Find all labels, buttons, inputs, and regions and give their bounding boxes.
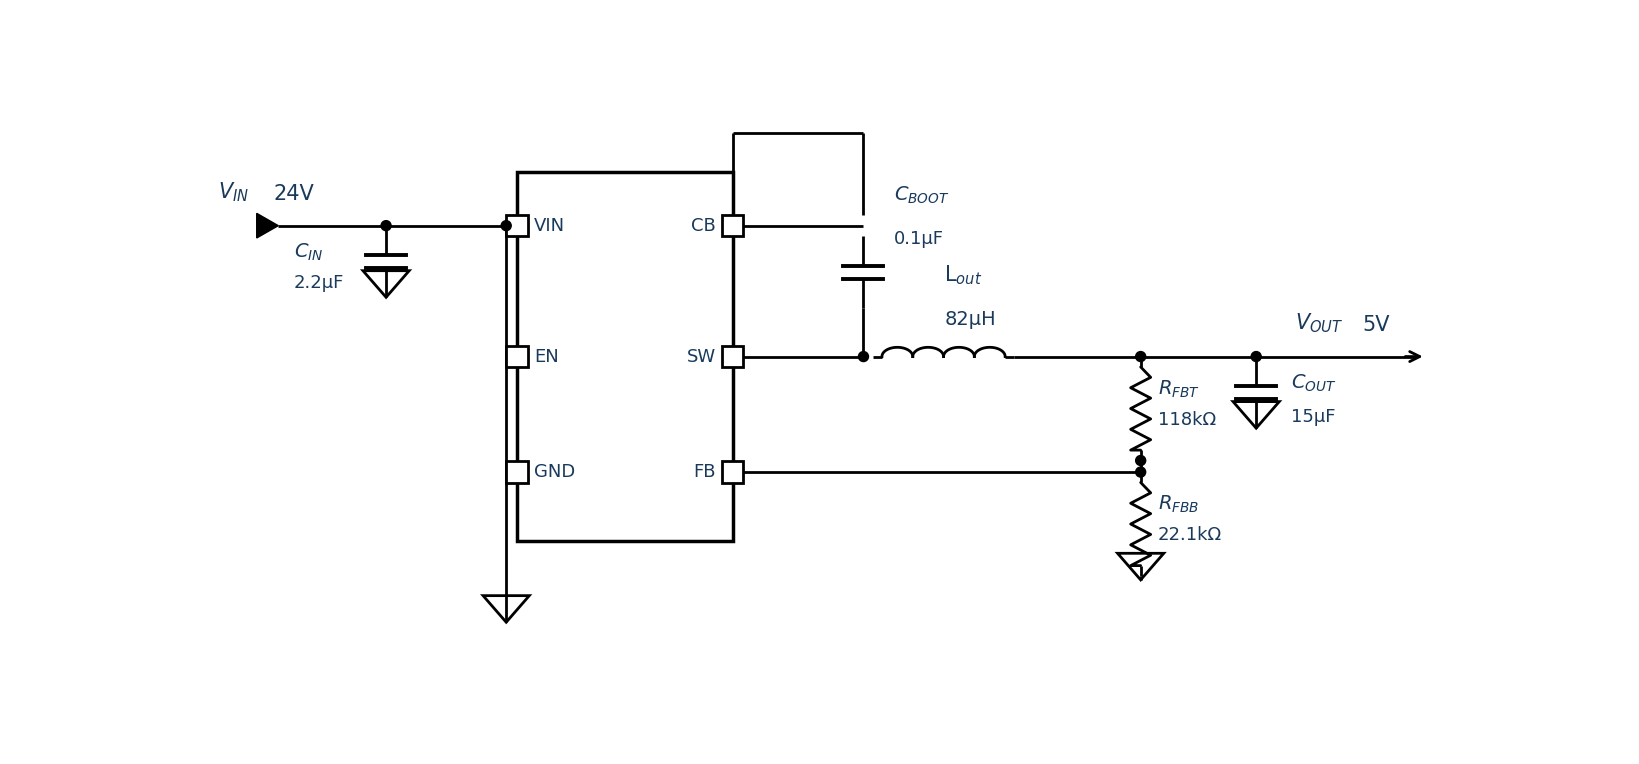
Bar [506,215,528,236]
Circle shape [859,351,869,361]
Bar [516,172,733,542]
Polygon shape [257,213,279,238]
Text: $C_{IN}$: $C_{IN}$ [293,242,323,264]
Bar [721,215,744,236]
Text: $V_{IN}$: $V_{IN}$ [218,180,249,204]
Text: CB: CB [692,217,716,235]
Text: GND: GND [534,463,575,481]
Bar [721,461,744,483]
Text: L$_{out}$: L$_{out}$ [944,264,982,287]
Circle shape [1136,467,1146,477]
Text: EN: EN [534,348,559,365]
Circle shape [1251,351,1260,361]
Text: VIN: VIN [534,217,565,235]
Text: $V_{OUT}$: $V_{OUT}$ [1295,312,1342,335]
Bar [506,461,528,483]
Bar [506,346,528,367]
Text: $C_{OUT}$: $C_{OUT}$ [1292,373,1336,394]
Text: 15μF: 15μF [1292,408,1336,426]
Circle shape [1136,455,1146,465]
Text: 0.1μF: 0.1μF [895,230,944,248]
Text: 118kΩ: 118kΩ [1157,411,1216,429]
Circle shape [380,221,392,231]
Text: $R_{FBT}$: $R_{FBT}$ [1157,378,1200,400]
Bar [721,346,744,367]
Text: 22.1kΩ: 22.1kΩ [1157,526,1221,544]
Text: $C_{BOOT}$: $C_{BOOT}$ [895,185,951,206]
Text: 24V: 24V [274,184,315,204]
Text: 82μH: 82μH [944,310,997,329]
Text: SW: SW [687,348,716,365]
Text: 2.2μF: 2.2μF [293,274,344,293]
Circle shape [1136,351,1146,361]
Text: FB: FB [693,463,716,481]
Text: $R_{FBB}$: $R_{FBB}$ [1157,494,1198,515]
Circle shape [502,221,511,231]
Text: 5V: 5V [1362,315,1390,335]
